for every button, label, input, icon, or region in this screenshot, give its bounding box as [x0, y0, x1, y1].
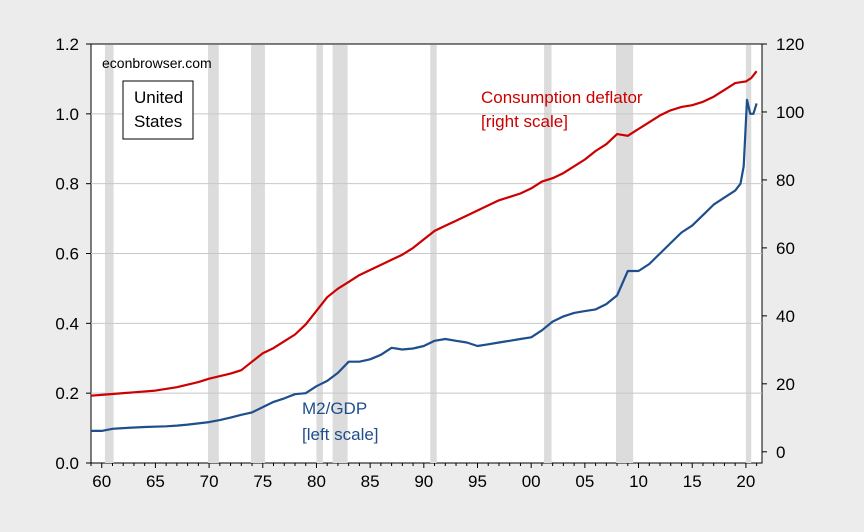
- credit-text: econbrowser.com: [102, 55, 212, 71]
- x-axis-tick-label: 80: [307, 472, 326, 491]
- gridlines: [91, 113, 762, 394]
- right-axis-tick-label: 0: [776, 443, 785, 462]
- x-axis-tick-label: 60: [92, 472, 111, 491]
- left-axis-tick-label: 1.2: [55, 35, 79, 54]
- region-label-box: [122, 80, 194, 140]
- x-axis-tick-label: 95: [468, 472, 487, 491]
- m2gdp-label-line-2: [left scale]: [302, 425, 379, 444]
- deflator-label-line-2: [right scale]: [481, 112, 568, 131]
- right-axis-tick-label: 120: [776, 35, 804, 54]
- left-axis-tick-label: 0.2: [55, 384, 79, 403]
- x-axis-tick-label: 10: [629, 472, 648, 491]
- x-axis-tick-label: 70: [200, 472, 219, 491]
- right-axis-tick-label: 100: [776, 103, 804, 122]
- right-axis-tick-label: 80: [776, 171, 795, 190]
- region-label-line-2: States: [134, 112, 182, 131]
- series-line-consumption-deflator: [90, 70, 758, 397]
- right-axis-tick-label: 20: [776, 375, 795, 394]
- left-axis-tick-label: 0.8: [55, 175, 79, 194]
- series-lines: [90, 70, 758, 432]
- x-axis-tick-label: 85: [361, 472, 380, 491]
- m2gdp-label-line-1: M2/GDP: [302, 399, 367, 418]
- x-axis-tick-label: 05: [575, 472, 594, 491]
- deflator-label-line-1: Consumption deflator: [481, 88, 643, 107]
- x-axis-tick-label: 15: [683, 472, 702, 491]
- right-axis-tick-label: 40: [776, 307, 795, 326]
- left-axis-tick-label: 0.0: [55, 454, 79, 473]
- x-axis-tick-label: 20: [736, 472, 755, 491]
- left-axis-tick-label: 1.0: [55, 105, 79, 124]
- left-axis-tick-label: 0.4: [55, 314, 79, 333]
- region-label-line-1: United: [134, 88, 183, 107]
- x-axis-tick-label: 90: [414, 472, 433, 491]
- x-axis-tick-label: 75: [253, 472, 272, 491]
- series-line-m2-gdp: [91, 98, 758, 432]
- x-axis-tick-label: 00: [522, 472, 541, 491]
- left-axis-tick-label: 0.6: [55, 245, 79, 264]
- right-axis-tick-label: 60: [776, 239, 795, 258]
- axes: 0.0 0.2 0.4 0.6 0.8 1.0 1.2 0 20 40 60 80 100 120 60 65…: [55, 35, 804, 491]
- x-axis-tick-label: 65: [146, 472, 165, 491]
